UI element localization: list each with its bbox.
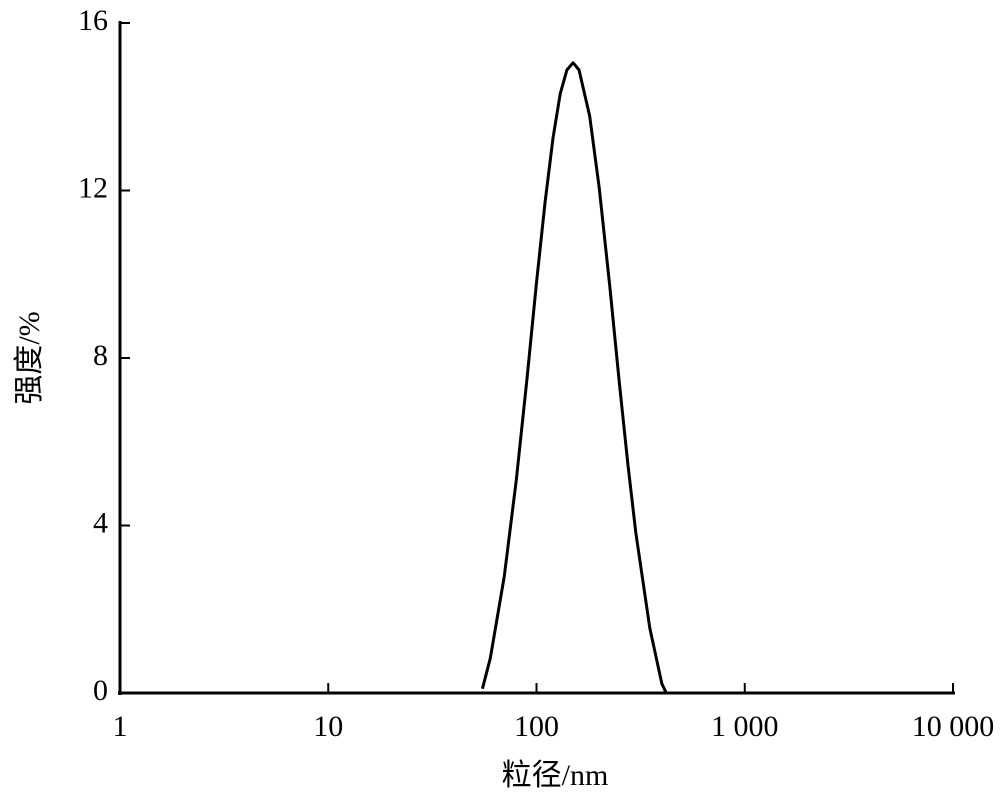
y-tick-label: 16 xyxy=(78,4,108,37)
y-tick-label: 8 xyxy=(93,339,108,372)
x-axis-label: 粒径/nm xyxy=(502,759,609,792)
x-tick-label: 1 xyxy=(113,710,128,743)
y-axis-label: 强度/% xyxy=(13,311,46,404)
x-tick-label: 1 000 xyxy=(711,710,779,743)
x-tick-label: 10 xyxy=(313,710,343,743)
x-tick-label: 10 000 xyxy=(912,710,995,743)
y-tick-label: 0 xyxy=(93,674,108,707)
y-tick-label: 12 xyxy=(78,171,108,204)
y-tick-label: 4 xyxy=(93,506,108,539)
data-line xyxy=(480,61,668,694)
x-tick-label: 100 xyxy=(514,710,559,743)
